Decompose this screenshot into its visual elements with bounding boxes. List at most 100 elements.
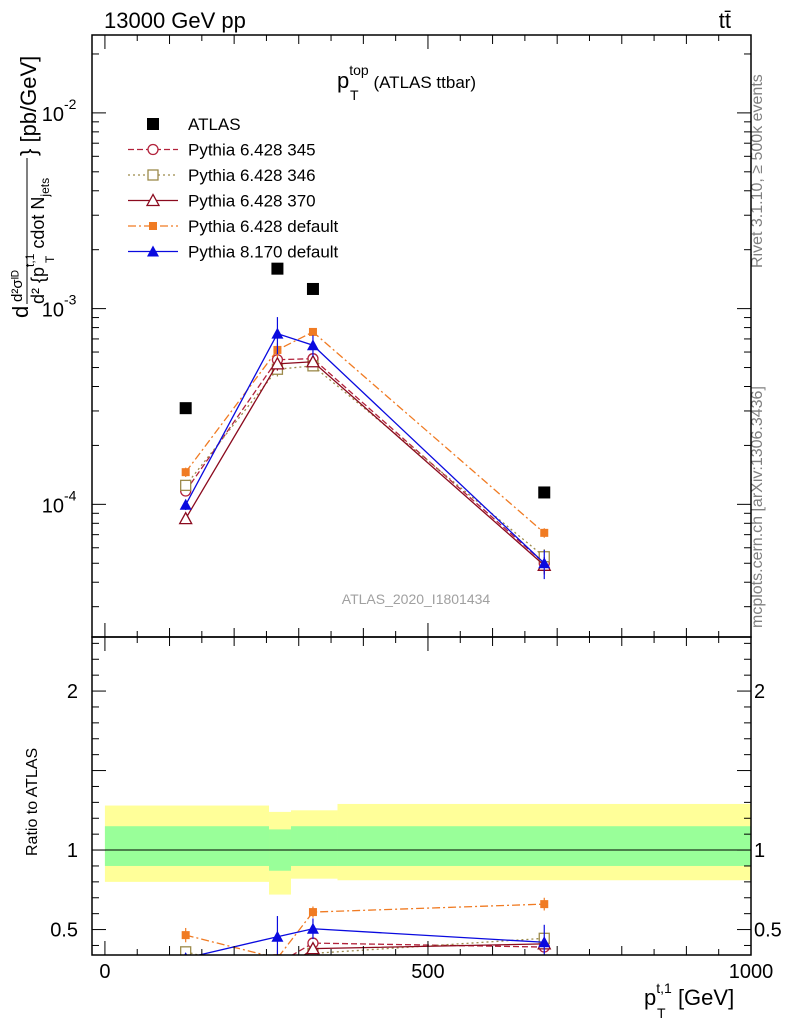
yratio-label-right-2: 2 (754, 681, 765, 703)
title-sup: top (349, 62, 369, 78)
ratio-point-p8def-1 (271, 930, 284, 942)
ratio-point-p6def-2 (308, 908, 317, 917)
band-inner-0 (104, 826, 270, 866)
legend-label-p345: Pythia 6.428 345 (188, 141, 316, 160)
ratio-point-p346-1 (272, 970, 282, 980)
x-label-0: 0 (99, 961, 110, 983)
series-p370 (178, 354, 552, 575)
band-inner-2 (290, 826, 338, 866)
point-p370-1 (270, 356, 285, 370)
legend-marker-p370 (145, 193, 161, 207)
point-atlas-3 (538, 486, 551, 499)
x-label-sub: T (657, 1005, 666, 1021)
ratio-line-p345 (291, 942, 545, 955)
ratio-point-p6def-0 (181, 931, 190, 940)
title-sub: T (350, 87, 359, 103)
point-p8def-1 (271, 327, 284, 339)
legend-label-p346: Pythia 6.428 346 (188, 166, 316, 185)
ratio-point-p370-1 (271, 969, 283, 980)
point-p370-2 (305, 354, 321, 368)
point-p8def-0 (179, 498, 192, 510)
point-p6def-2 (308, 327, 317, 336)
legend-entry-p346: Pythia 6.428 346 (128, 166, 316, 185)
ratio-uncertainty-bands (104, 803, 751, 895)
plot-title: ptop (ATLAS ttbar) (337, 62, 476, 93)
line-p346 (185, 365, 545, 558)
point-atlas-1 (271, 262, 284, 275)
ratio-point-p345-1 (272, 959, 282, 969)
title-rest: (ATLAS ttbar) (369, 73, 476, 92)
ratio-panel-frame (91, 636, 752, 956)
top-y-axis-label: d d²σᴵᴰ d² {pt,1 cdot Njets T } [pb/GeV] (8, 56, 57, 318)
ratio-point-p346-0 (180, 946, 192, 955)
point-p346-0 (180, 479, 192, 492)
point-atlas-0 (179, 402, 192, 415)
ytop-label-exp-2: -4 (64, 487, 77, 503)
ytop-label-exp-1: -3 (64, 292, 77, 308)
x-label-p: p (644, 985, 656, 1010)
yratio-label-left-1: 1 (67, 840, 78, 862)
ytop-label-exp-0: -2 (64, 96, 77, 112)
legend-label-p6def: Pythia 6.428 default (188, 217, 339, 236)
ratio-series-p346 (180, 932, 550, 980)
top-panel-data (178, 262, 552, 580)
ylabel-den-sub: T (43, 255, 57, 263)
x-label-2: 1000 (729, 961, 774, 983)
x-label-sup: t,1 (656, 980, 672, 996)
title-p: p (337, 68, 349, 93)
header-collision: 13000 GeV pp (104, 8, 246, 33)
yratio-label-left-2: 2 (67, 681, 78, 703)
point-atlas-2 (306, 282, 319, 295)
legend-label-p370: Pythia 6.428 370 (188, 192, 316, 211)
top-y-tick-labels: 10 -210 -310-4 (42, 96, 77, 517)
line-p345 (185, 358, 545, 564)
ylabel-den-sup: t,1 (23, 253, 37, 267)
legend-marker-p346 (147, 169, 159, 181)
ratio-series-p8def (184, 916, 551, 955)
header-process: tt̄ (719, 8, 731, 33)
ratio-y-axis-label: Ratio to ATLAS (24, 748, 41, 856)
ytop-label-2: 10 (42, 495, 64, 517)
ratio-point-p370-2 (305, 941, 321, 955)
axis-ticks (92, 35, 752, 955)
yratio-label-left-0: 0.5 (50, 920, 78, 942)
ratio-line-p8def (196, 928, 545, 955)
analysis-watermark: ATLAS_2020_I1801434 (342, 591, 491, 607)
legend-marker-p6def (149, 222, 157, 230)
ratio-point-p8def-2 (306, 922, 319, 934)
legend: ATLAS Pythia 6.428 345 Pythia 6.428 346 Pyt… (128, 115, 339, 262)
ylabel-d-prefix: d (8, 306, 33, 318)
line-p8def (185, 332, 545, 564)
x-label-1: 500 (411, 961, 444, 983)
legend-entry-p6def: Pythia 6.428 default (128, 217, 339, 236)
band-inner-3 (337, 826, 751, 866)
x-tick-labels: 0 500 1000 (99, 961, 773, 983)
x-axis-label: pt,1 [GeV] (644, 980, 734, 1010)
legend-entry-p345: Pythia 6.428 345 (128, 141, 316, 160)
series-p346 (180, 360, 550, 565)
ylabel-denominator: d² {pt,1 cdot Njets (23, 178, 52, 304)
legend-entry-p370: Pythia 6.428 370 (128, 192, 316, 211)
ylabel-nj-sub: jets (38, 178, 52, 198)
series-p345 (180, 353, 550, 573)
point-p8def-3 (538, 557, 551, 569)
yratio-label-right-1: 1 (754, 840, 765, 862)
ylabel-den-rest: cdot N (28, 197, 48, 254)
point-p370-0 (178, 511, 193, 525)
legend-marker-p8def (147, 245, 159, 257)
ratio-point-p370-0 (180, 960, 192, 971)
line-p6def (185, 331, 545, 534)
legend-marker-atlas (147, 118, 159, 130)
ratio-point-p8def-3 (538, 936, 551, 948)
x-label-unit: [GeV] (672, 985, 734, 1010)
point-p6def-0 (181, 468, 190, 477)
series-p8def (179, 317, 551, 580)
ratio-point-p345-0 (182, 954, 189, 955)
legend-marker-p345 (147, 143, 159, 156)
ytop-label-1: 10 (42, 300, 64, 322)
ratio-panel-data (180, 897, 552, 980)
ratio-series-p345 (182, 937, 550, 969)
ytop-label-0: 10 (42, 104, 64, 126)
line-p370 (185, 361, 545, 566)
side-rivet-label: Rivet 3.1.10, ≥ 500k events (749, 74, 766, 268)
